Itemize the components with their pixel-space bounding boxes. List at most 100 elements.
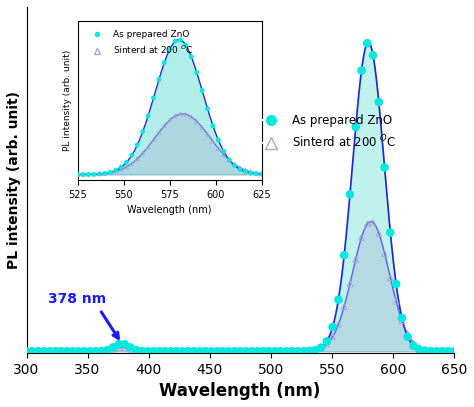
Sinterd at 200 $^{O}$C <box>63 348 71 354</box>
As prepared ZnO <box>213 348 221 354</box>
As prepared ZnO <box>444 348 452 354</box>
Sinterd at 200 $^{O}$C <box>242 348 250 354</box>
As prepared ZnO <box>311 347 319 353</box>
Sinterd at 200 $^{O}$C <box>288 348 296 354</box>
As prepared ZnO <box>415 346 423 352</box>
Sinterd at 200 $^{O}$C <box>265 348 273 354</box>
As prepared ZnO <box>427 348 435 354</box>
As prepared ZnO <box>329 324 337 330</box>
Sinterd at 200 $^{O}$C <box>323 341 330 347</box>
As prepared ZnO <box>254 348 261 354</box>
Sinterd at 200 $^{O}$C <box>138 348 146 354</box>
As prepared ZnO <box>28 348 36 354</box>
As prepared ZnO <box>398 315 406 321</box>
Sinterd at 200 $^{O}$C <box>392 298 400 304</box>
Sinterd at 200 $^{O}$C <box>161 348 169 354</box>
Sinterd at 200 $^{O}$C <box>69 348 76 354</box>
Sinterd at 200 $^{O}$C <box>23 348 30 354</box>
Sinterd at 200 $^{O}$C <box>410 339 417 346</box>
Sinterd at 200 $^{O}$C <box>184 348 192 354</box>
As prepared ZnO <box>46 348 54 354</box>
Sinterd at 200 $^{O}$C <box>352 256 359 263</box>
As prepared ZnO <box>121 341 128 347</box>
As prepared ZnO <box>248 348 255 354</box>
Sinterd at 200 $^{O}$C <box>358 234 365 241</box>
Sinterd at 200 $^{O}$C <box>317 345 325 351</box>
Sinterd at 200 $^{O}$C <box>398 317 406 324</box>
As prepared ZnO <box>86 348 94 354</box>
As prepared ZnO <box>265 348 273 354</box>
As prepared ZnO <box>450 348 458 354</box>
Y-axis label: PL intensity (arb. unit): PL intensity (arb. unit) <box>7 91 21 269</box>
Sinterd at 200 $^{O}$C <box>369 219 377 226</box>
Sinterd at 200 $^{O}$C <box>231 348 238 354</box>
As prepared ZnO <box>375 99 383 105</box>
Sinterd at 200 $^{O}$C <box>28 348 36 354</box>
Sinterd at 200 $^{O}$C <box>306 348 313 354</box>
As prepared ZnO <box>173 348 181 354</box>
As prepared ZnO <box>387 229 394 236</box>
Sinterd at 200 $^{O}$C <box>132 348 140 354</box>
As prepared ZnO <box>92 348 100 354</box>
As prepared ZnO <box>237 348 244 354</box>
As prepared ZnO <box>294 348 302 354</box>
As prepared ZnO <box>184 348 192 354</box>
Sinterd at 200 $^{O}$C <box>225 348 232 354</box>
Sinterd at 200 $^{O}$C <box>381 250 388 256</box>
X-axis label: Wavelength (nm): Wavelength (nm) <box>159 382 321 400</box>
Sinterd at 200 $^{O}$C <box>340 303 348 310</box>
As prepared ZnO <box>23 348 30 354</box>
As prepared ZnO <box>271 348 279 354</box>
As prepared ZnO <box>306 348 313 354</box>
Sinterd at 200 $^{O}$C <box>277 348 284 354</box>
Sinterd at 200 $^{O}$C <box>52 348 59 354</box>
Sinterd at 200 $^{O}$C <box>98 348 105 354</box>
Sinterd at 200 $^{O}$C <box>387 274 394 281</box>
Sinterd at 200 $^{O}$C <box>329 333 337 340</box>
Sinterd at 200 $^{O}$C <box>34 348 42 354</box>
As prepared ZnO <box>81 348 88 354</box>
Sinterd at 200 $^{O}$C <box>237 348 244 354</box>
As prepared ZnO <box>127 344 134 351</box>
As prepared ZnO <box>364 40 371 46</box>
Sinterd at 200 $^{O}$C <box>173 348 181 354</box>
As prepared ZnO <box>358 67 365 74</box>
Sinterd at 200 $^{O}$C <box>219 348 227 354</box>
Sinterd at 200 $^{O}$C <box>311 347 319 353</box>
Sinterd at 200 $^{O}$C <box>46 348 54 354</box>
Sinterd at 200 $^{O}$C <box>421 346 429 353</box>
Sinterd at 200 $^{O}$C <box>208 348 215 354</box>
As prepared ZnO <box>179 348 186 354</box>
As prepared ZnO <box>208 348 215 354</box>
As prepared ZnO <box>242 348 250 354</box>
As prepared ZnO <box>138 348 146 354</box>
Sinterd at 200 $^{O}$C <box>86 348 94 354</box>
Sinterd at 200 $^{O}$C <box>254 348 261 354</box>
Sinterd at 200 $^{O}$C <box>190 348 198 354</box>
As prepared ZnO <box>150 348 157 354</box>
Sinterd at 200 $^{O}$C <box>144 348 152 354</box>
Sinterd at 200 $^{O}$C <box>364 221 371 227</box>
As prepared ZnO <box>259 348 267 354</box>
As prepared ZnO <box>57 348 65 354</box>
As prepared ZnO <box>109 344 117 350</box>
Sinterd at 200 $^{O}$C <box>196 348 203 354</box>
As prepared ZnO <box>69 348 76 354</box>
As prepared ZnO <box>75 348 82 354</box>
As prepared ZnO <box>288 348 296 354</box>
Sinterd at 200 $^{O}$C <box>115 344 123 351</box>
Sinterd at 200 $^{O}$C <box>433 348 440 354</box>
As prepared ZnO <box>410 342 417 349</box>
As prepared ZnO <box>283 348 290 354</box>
As prepared ZnO <box>34 348 42 354</box>
As prepared ZnO <box>167 348 175 354</box>
As prepared ZnO <box>98 348 105 354</box>
Sinterd at 200 $^{O}$C <box>444 348 452 354</box>
Sinterd at 200 $^{O}$C <box>121 344 128 351</box>
Sinterd at 200 $^{O}$C <box>375 230 383 236</box>
Sinterd at 200 $^{O}$C <box>294 348 302 354</box>
As prepared ZnO <box>340 252 348 258</box>
As prepared ZnO <box>381 164 388 171</box>
Sinterd at 200 $^{O}$C <box>103 348 111 354</box>
Sinterd at 200 $^{O}$C <box>81 348 88 354</box>
